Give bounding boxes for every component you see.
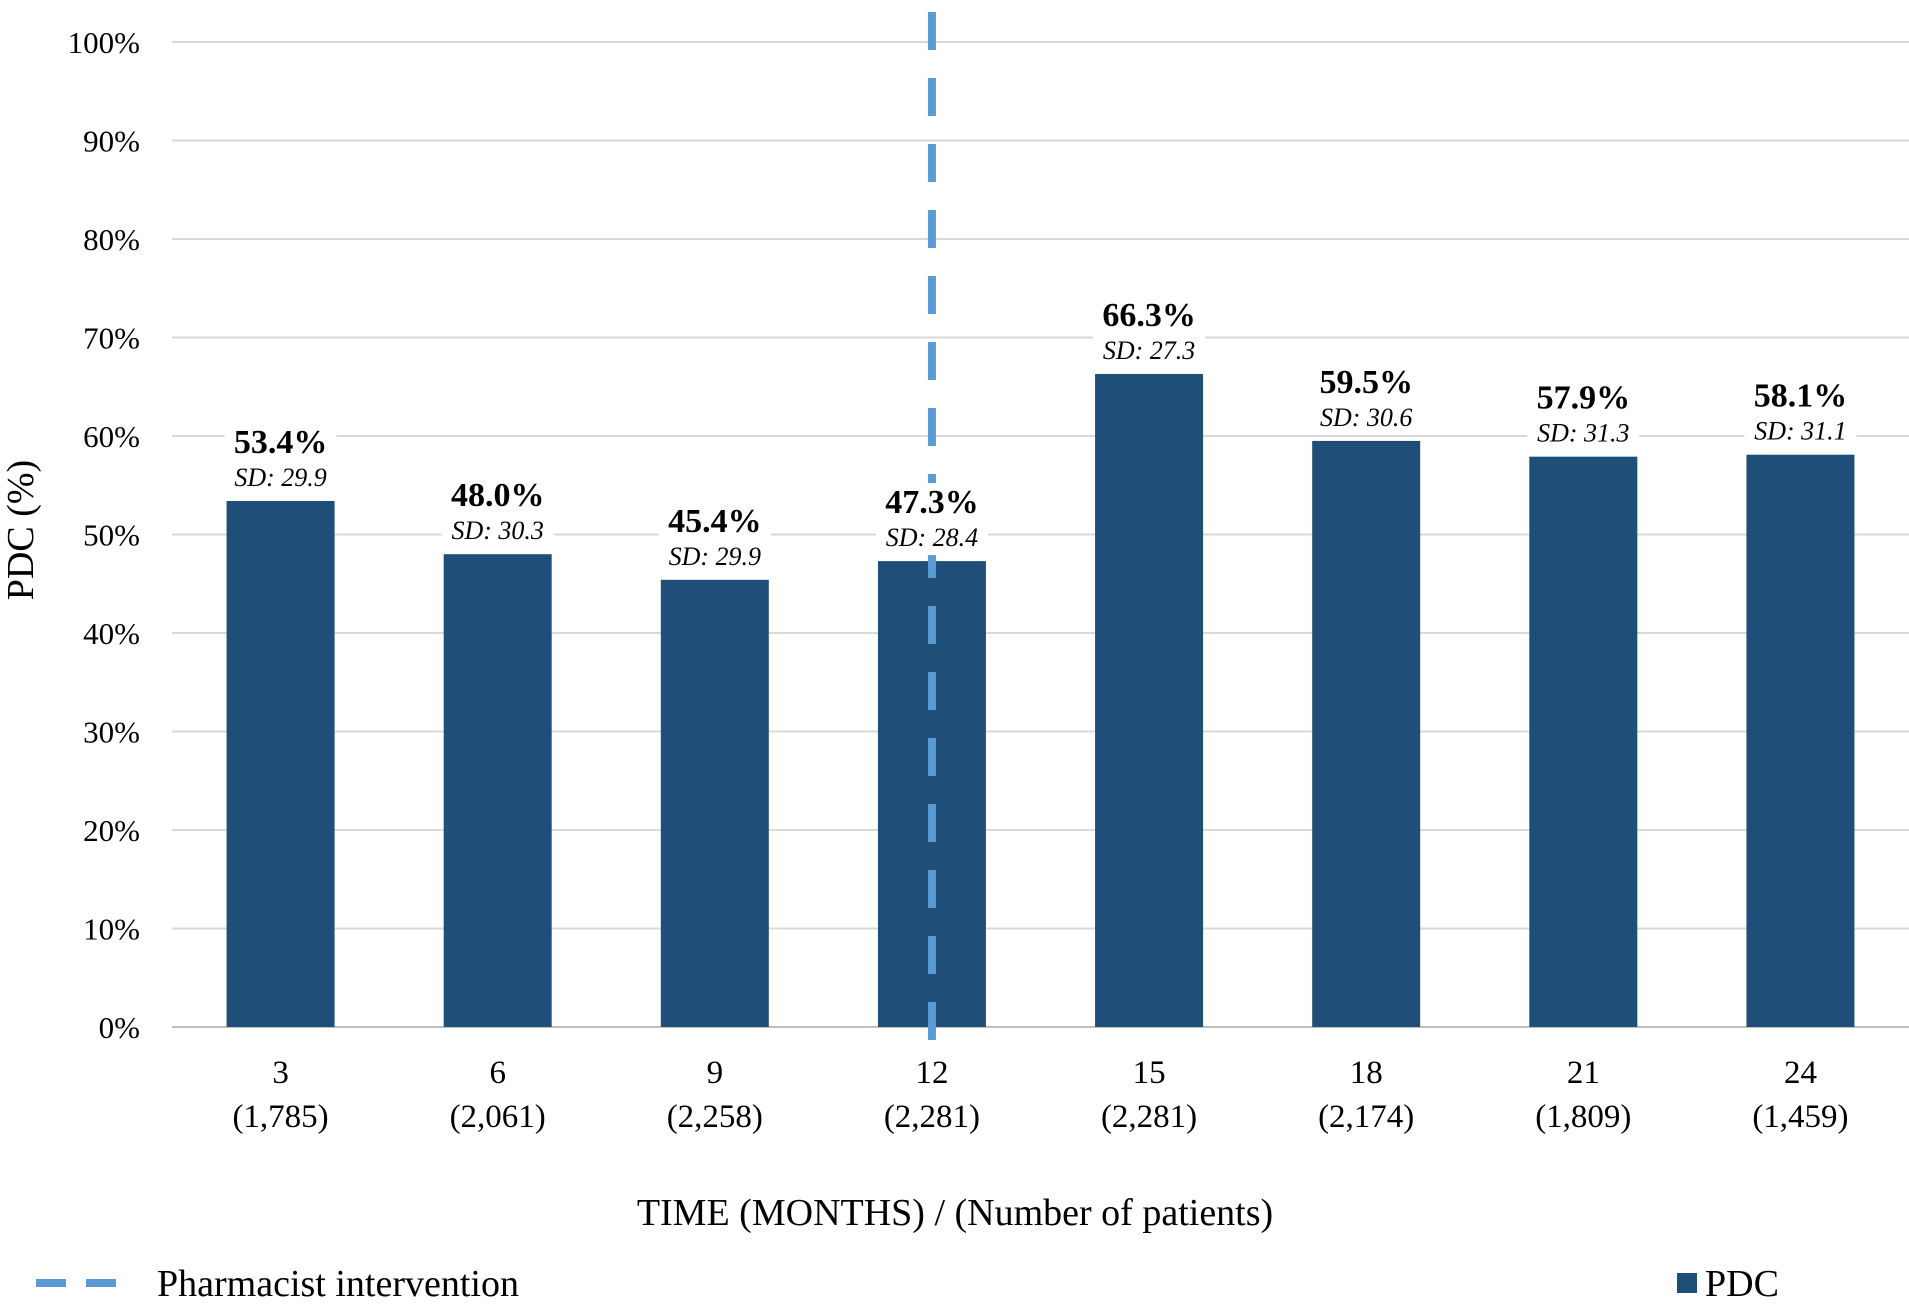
y-tick-label: 50% <box>83 518 140 553</box>
x-category-label: 15 <box>1133 1055 1166 1091</box>
data-label-background <box>1744 376 1857 449</box>
y-tick-label: 20% <box>83 813 140 848</box>
data-label-background <box>1310 362 1423 435</box>
x-category-label: 21 <box>1567 1055 1600 1091</box>
y-tick-label: 100% <box>68 25 140 60</box>
bars <box>226 373 1855 1028</box>
legend-pdc-label: PDC <box>1705 1263 1779 1305</box>
x-category-label: 3 <box>272 1055 289 1091</box>
data-label-background <box>1527 378 1640 451</box>
x-category-label: 12 <box>915 1055 948 1091</box>
gridlines <box>172 41 1909 1028</box>
value-label: 59.5% <box>1319 364 1413 401</box>
y-axis-title: PDC (%) <box>0 460 42 600</box>
y-tick-label: 80% <box>83 222 140 257</box>
y-tick-label: 40% <box>83 616 140 651</box>
x-patient-count-label: (2,281) <box>884 1099 980 1135</box>
y-axis-ticks: 0% 10% 20% 30% 40% 50% 60% 70% 80% 90% 100% <box>68 25 140 1045</box>
x-category-label: 9 <box>707 1055 724 1091</box>
x-patient-count-label: (1,809) <box>1535 1099 1631 1135</box>
value-label: 58.1% <box>1754 378 1848 415</box>
value-label: 45.4% <box>668 503 762 540</box>
bar <box>660 579 769 1027</box>
sd-label: SD: 28.4 <box>886 523 978 552</box>
value-label: 57.9% <box>1537 380 1631 417</box>
value-label: 47.3% <box>885 484 979 521</box>
data-labels: 53.4%SD: 29.9 48.0%SD: 30.3 45.4%SD: 29.94… <box>224 295 1857 574</box>
bar <box>1312 440 1421 1027</box>
data-label-background <box>224 423 337 496</box>
x-patient-count-label: (1,459) <box>1752 1099 1848 1135</box>
sd-label: SD: 29.9 <box>234 463 326 492</box>
x-axis-title: TIME (MONTHS) / (Number of patients) <box>637 1192 1273 1234</box>
y-tick-label: 70% <box>83 321 140 356</box>
value-label: 66.3% <box>1102 297 1196 334</box>
x-patient-count-label: (2,061) <box>450 1099 546 1135</box>
sd-label: SD: 29.9 <box>669 542 761 571</box>
bar <box>443 554 552 1027</box>
x-patient-count-label: (1,785) <box>232 1099 328 1135</box>
value-label: 48.0% <box>451 477 545 514</box>
bar <box>1529 456 1638 1027</box>
legend-pdc-swatch <box>1677 1273 1697 1293</box>
sd-label: SD: 30.6 <box>1320 403 1412 432</box>
y-tick-label: 60% <box>83 419 140 454</box>
y-tick-label: 10% <box>83 912 140 947</box>
sd-label: SD: 31.3 <box>1537 419 1629 448</box>
bar <box>226 501 335 1027</box>
x-patient-count-label: (2,281) <box>1101 1099 1197 1135</box>
data-label-background <box>658 501 771 574</box>
sd-label: SD: 27.3 <box>1103 336 1195 365</box>
x-category-label: 6 <box>489 1055 506 1091</box>
sd-label: SD: 31.1 <box>1754 417 1846 446</box>
x-patient-count-label: (2,174) <box>1318 1099 1414 1135</box>
bar <box>1746 454 1855 1028</box>
data-label-background <box>875 483 988 556</box>
sd-label: SD: 30.3 <box>451 516 543 545</box>
x-category-label: 18 <box>1350 1055 1383 1091</box>
legend: Pharmacist intervention PDC <box>36 1263 1779 1305</box>
data-label-background <box>441 476 554 549</box>
x-axis-categories: 3 (1,785) 6 (2,061) 9 (2,258) 12 (2,281) 15 (2,28… <box>232 1055 1848 1135</box>
bar <box>1095 373 1204 1027</box>
y-tick-label: 30% <box>83 715 140 750</box>
y-tick-label: 0% <box>99 1010 140 1045</box>
x-patient-count-label: (2,258) <box>667 1099 763 1135</box>
x-category-label: 24 <box>1784 1055 1817 1091</box>
value-label: 53.4% <box>234 424 328 461</box>
data-label-background <box>1093 295 1206 368</box>
legend-intervention-label: Pharmacist intervention <box>157 1263 519 1305</box>
y-tick-label: 90% <box>83 124 140 159</box>
